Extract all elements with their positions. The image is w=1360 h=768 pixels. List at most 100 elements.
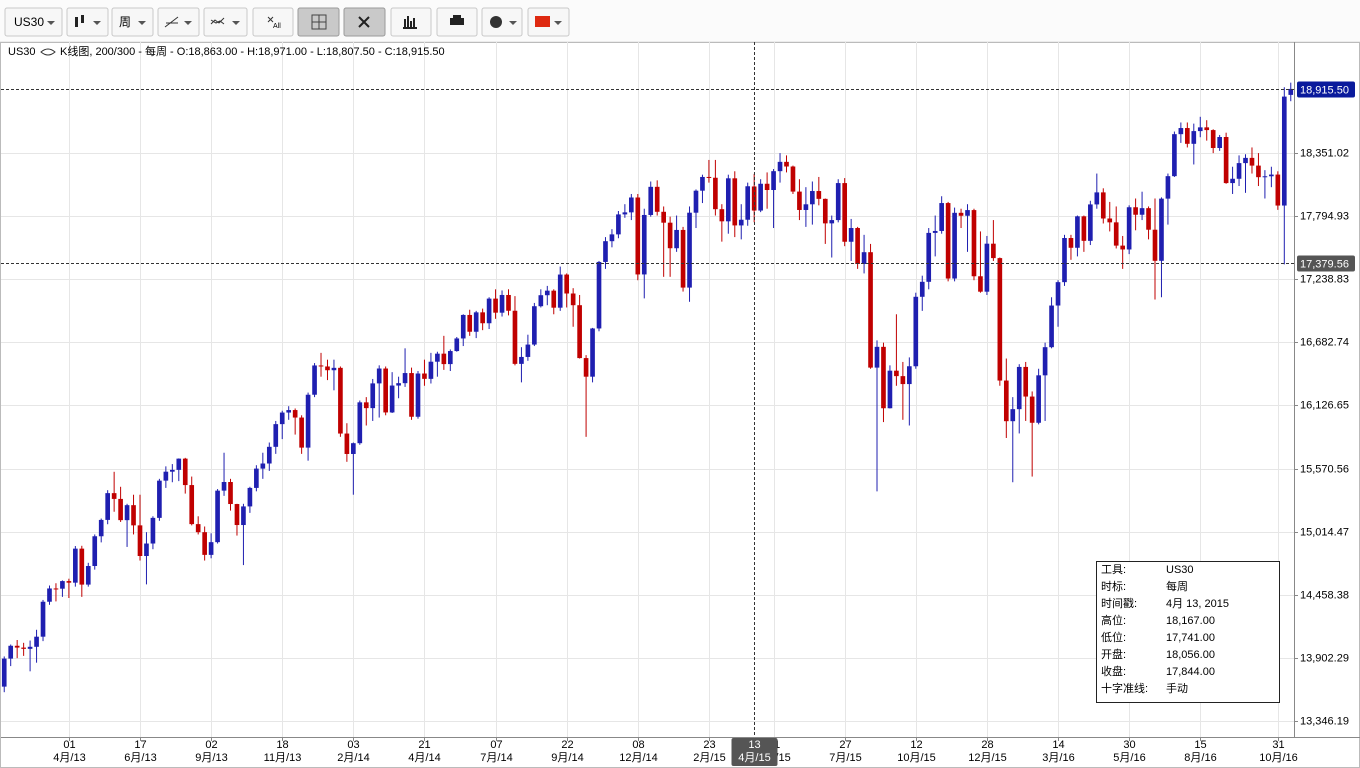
candle-body xyxy=(971,210,977,277)
icon xyxy=(358,16,370,28)
crosshair-x-day: 13 xyxy=(748,739,760,751)
candle-body xyxy=(693,190,699,213)
candle-body xyxy=(435,353,440,362)
candle-body xyxy=(396,383,401,386)
candle-body xyxy=(900,376,906,385)
candle-body xyxy=(512,310,518,364)
x-tick-day: 08 xyxy=(632,739,644,751)
fullscreen-button[interactable] xyxy=(343,7,386,37)
candle-body xyxy=(357,402,363,444)
candle-body xyxy=(305,394,311,448)
crosshair-x-tag xyxy=(731,738,778,766)
timeframe-button[interactable]: 周 xyxy=(111,7,154,37)
tooltip-value: 18,056.00 xyxy=(1166,649,1215,661)
x-tick-day: 02 xyxy=(205,739,217,751)
candle-body xyxy=(98,519,104,537)
candle-body xyxy=(1217,137,1222,149)
dropdown-arrow xyxy=(47,21,55,25)
clear-all-label: All xyxy=(273,23,281,30)
candle-body xyxy=(163,471,169,481)
y-tick-label: 16,126.65 xyxy=(1300,399,1349,411)
candle-body xyxy=(499,294,505,313)
candle-body xyxy=(118,498,123,521)
volume-button[interactable] xyxy=(390,7,432,37)
candle-body xyxy=(1133,207,1138,215)
candle-body xyxy=(1204,127,1210,131)
candle-body xyxy=(1094,192,1100,205)
y-tick-label: 14,458.38 xyxy=(1300,589,1349,601)
timeframe: 周 xyxy=(119,15,131,29)
candle-body xyxy=(363,402,369,409)
y-tick-label: 18,351.02 xyxy=(1300,147,1349,159)
x-tick-month: 12月/15 xyxy=(968,752,1007,764)
candle-body xyxy=(564,274,570,294)
candle-body xyxy=(816,191,822,199)
candle-body xyxy=(1010,409,1016,422)
candle-body xyxy=(79,548,85,585)
clear-all-button[interactable]: All xyxy=(252,7,294,37)
candle-body xyxy=(124,505,130,521)
chart-type-button[interactable] xyxy=(66,7,109,37)
tooltip-value: 每周 xyxy=(1166,579,1188,593)
button-frame xyxy=(66,7,109,37)
x-tick-day: 21 xyxy=(418,739,430,751)
x-tick-month: 2月/14 xyxy=(337,752,369,764)
candle-body xyxy=(887,370,893,409)
candle-body xyxy=(557,274,563,308)
language-button[interactable] xyxy=(527,7,570,37)
candle-body xyxy=(629,197,634,213)
icon xyxy=(453,15,461,18)
draw-tool-button[interactable] xyxy=(157,7,200,37)
icon xyxy=(403,16,417,29)
candle-body xyxy=(1146,208,1151,230)
candle-body xyxy=(370,383,376,409)
print-button[interactable] xyxy=(436,7,478,37)
candle-body xyxy=(1165,176,1171,199)
tooltip-value: 4月 13, 2015 xyxy=(1166,598,1229,610)
button-frame xyxy=(4,7,63,37)
candle-body xyxy=(532,306,537,345)
candle-body xyxy=(829,220,835,224)
tooltip-key: 低位: xyxy=(1101,630,1126,644)
candle-body xyxy=(1269,174,1274,177)
candle-body xyxy=(1243,157,1248,164)
candle-body xyxy=(1185,128,1190,144)
candle-body xyxy=(1042,347,1048,376)
candle-body xyxy=(939,203,944,231)
candle-body xyxy=(111,493,117,499)
x-tick-day: 28 xyxy=(981,739,993,751)
candle-body xyxy=(719,209,725,222)
candle-body xyxy=(1049,305,1054,348)
tooltip-box xyxy=(1096,561,1280,703)
dropdown-arrow xyxy=(509,21,517,25)
x-tick-day: 17 xyxy=(134,739,146,751)
candle-body xyxy=(506,294,511,311)
button-frame xyxy=(157,7,200,37)
candle-body xyxy=(195,524,201,533)
candle-body xyxy=(331,367,337,371)
icon xyxy=(490,16,502,28)
symbol-button[interactable]: US30 xyxy=(4,7,63,37)
candle-body xyxy=(318,365,324,367)
x-tick-day: 14 xyxy=(1052,739,1064,751)
candle-body xyxy=(803,204,809,210)
visibility-icon[interactable] xyxy=(40,48,56,56)
candle-body xyxy=(325,366,330,371)
color-button[interactable] xyxy=(481,7,523,37)
candle-body xyxy=(661,211,666,223)
flag xyxy=(535,16,550,27)
tooltip-value: 17,844.00 xyxy=(1166,666,1215,678)
candle-body xyxy=(945,203,951,279)
last-price-label: 18,915.50 xyxy=(1300,84,1349,96)
candle-body xyxy=(441,353,447,365)
indicator-button[interactable] xyxy=(203,7,248,37)
crosshair-button[interactable] xyxy=(297,7,340,37)
candle-body xyxy=(273,424,279,447)
candle-body xyxy=(583,358,589,377)
candle-body xyxy=(1023,366,1029,397)
x-tick-day: 27 xyxy=(839,739,851,751)
candle-body xyxy=(241,506,246,526)
candle-body xyxy=(221,482,227,491)
